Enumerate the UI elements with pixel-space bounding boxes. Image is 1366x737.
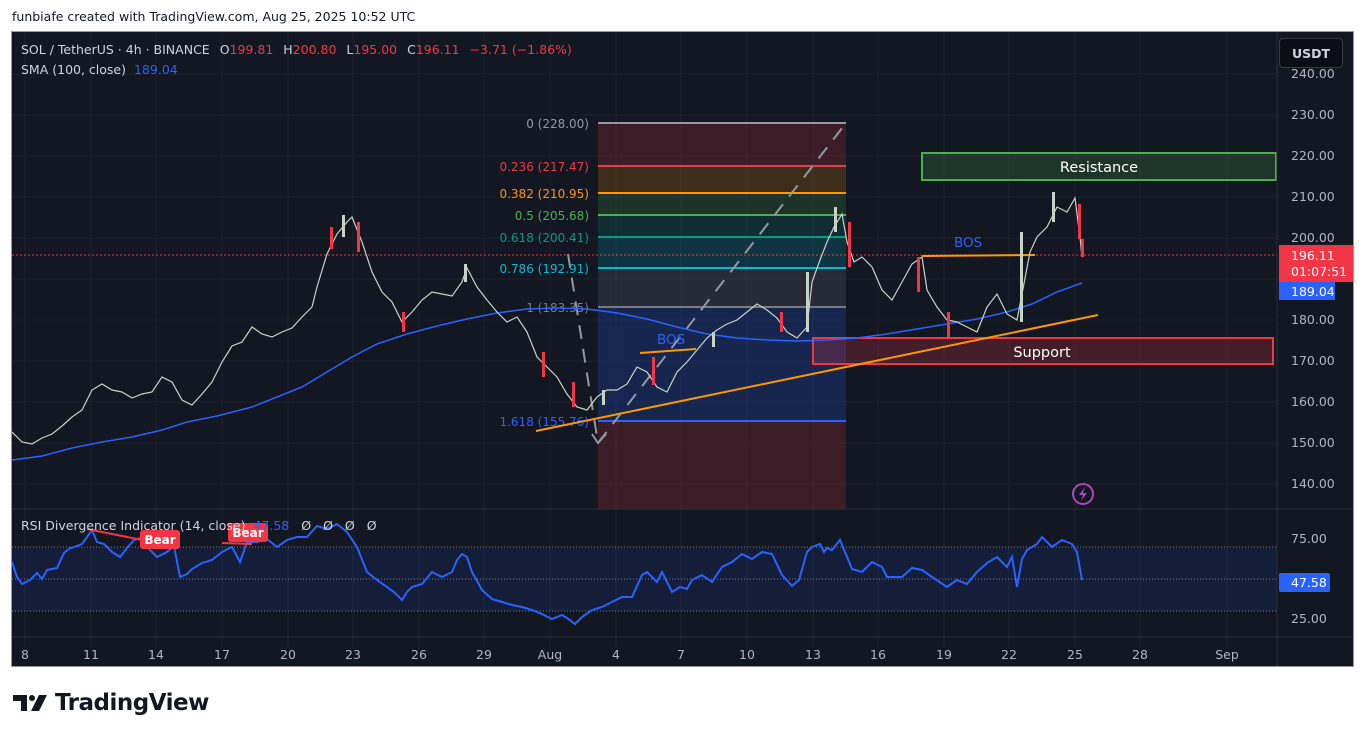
fib-label-05: 0.5 (205.68) <box>515 209 589 223</box>
sma-badge-text: 189.04 <box>1291 284 1335 299</box>
time-tick: 13 <box>805 647 821 662</box>
bos-label-1: BOS <box>657 332 685 348</box>
fib-label-0: 0 (228.00) <box>526 117 589 131</box>
fibonacci-retracement[interactable]: 0 (228.00) 0.236 (217.47) 0.382 (210.95)… <box>499 117 847 509</box>
fib-label-0786: 0.786 (192.91) <box>499 262 589 276</box>
time-tick: 10 <box>739 647 755 662</box>
last-price-badge <box>1279 245 1353 282</box>
tradingview-logo[interactable]: TradingView <box>13 690 209 716</box>
bos-line-1[interactable] <box>639 348 697 354</box>
open-label: O <box>219 42 230 57</box>
bear-badge-2 <box>228 523 268 542</box>
price-tick: 200.00 <box>1291 230 1335 245</box>
rsi-na-1: Ø <box>301 518 312 533</box>
time-tick: 16 <box>870 647 886 662</box>
fib-label-0236: 0.236 (217.47) <box>499 160 589 174</box>
bear-label-1: Bear <box>144 533 175 547</box>
high-value: 200.80 <box>292 42 337 57</box>
time-tick: Sep <box>1215 647 1239 662</box>
grid-horizontal <box>12 73 1277 485</box>
time-tick: Aug <box>538 647 562 662</box>
fib-label-0382: 0.382 (210.95) <box>499 187 589 201</box>
bos-line-2[interactable] <box>921 254 1036 257</box>
change-value: −3.71 (−1.86%) <box>469 42 572 57</box>
tradingview-logo-text: TradingView <box>55 690 209 716</box>
rsi-na-3: Ø <box>344 518 355 533</box>
chart-canvas[interactable]: 0 (228.00) 0.236 (217.47) 0.382 (210.95)… <box>12 32 1354 667</box>
time-tick: 28 <box>1132 647 1148 662</box>
resistance-zone[interactable]: Resistance <box>921 152 1277 181</box>
last-price-text: 196.11 <box>1291 248 1335 263</box>
close-value: 196.11 <box>415 42 460 57</box>
lightning-icon[interactable] <box>1072 483 1094 505</box>
candlesticks <box>330 192 1084 407</box>
bear-label-2: Bear <box>232 526 263 540</box>
price-tick: 150.00 <box>1291 435 1335 450</box>
time-axis[interactable]: 8 11 14 17 20 23 26 29 Aug 4 7 10 13 16 … <box>12 636 1354 662</box>
rsi-line <box>12 522 1083 626</box>
high-label: H <box>283 42 293 57</box>
price-tick: 180.00 <box>1291 312 1335 327</box>
rsi-label[interactable]: RSI Divergence Indicator (14, close) <box>21 518 246 533</box>
countdown-text: 01:07:51 <box>1291 264 1347 279</box>
support-trendline[interactable] <box>535 314 1099 432</box>
low-label: L <box>346 42 354 57</box>
time-tick: 17 <box>214 647 230 662</box>
fib-label-0618: 0.618 (200.41) <box>499 231 589 245</box>
time-tick: 19 <box>936 647 952 662</box>
resistance-label: Resistance <box>1060 160 1138 176</box>
price-tick: 230.00 <box>1291 107 1335 122</box>
sma-label[interactable]: SMA (100, close) <box>21 62 126 77</box>
price-axis[interactable]: 240.00 230.00 220.00 210.00 200.00 180.0… <box>1276 32 1354 667</box>
price-tick: 220.00 <box>1291 148 1335 163</box>
time-tick: 7 <box>677 647 685 662</box>
close-label: C <box>407 42 416 57</box>
low-value: 195.00 <box>353 42 398 57</box>
time-tick: 8 <box>21 647 29 662</box>
attribution-text: funbiafe created with TradingView.com, A… <box>12 9 416 24</box>
support-zone[interactable]: Support <box>812 337 1274 365</box>
sma-price-badge <box>1279 282 1335 300</box>
rsi-tick: 25.00 <box>1291 611 1327 626</box>
price-series <box>12 196 1083 445</box>
time-tick: 23 <box>345 647 361 662</box>
sma-line <box>12 282 1083 461</box>
rsi-badge-text: 47.58 <box>1291 575 1327 590</box>
chart-frame[interactable]: SOL / TetherUS · 4h · BINANCE O199.81 H2… <box>11 31 1354 667</box>
time-tick: 25 <box>1067 647 1083 662</box>
rsi-legend: RSI Divergence Indicator (14, close) 47.… <box>21 518 377 533</box>
time-tick: 26 <box>411 647 427 662</box>
rsi-value: 47.58 <box>253 518 290 533</box>
price-tick: 210.00 <box>1291 189 1335 204</box>
rsi-tick: 75.00 <box>1291 531 1327 546</box>
rsi-pane: Bear Bear <box>12 522 1277 626</box>
rsi-na-2: Ø <box>323 518 333 533</box>
open-value: 199.81 <box>229 42 274 57</box>
time-tick: 11 <box>83 647 99 662</box>
support-label: Support <box>1013 345 1071 361</box>
rsi-na-4: Ø <box>366 518 377 533</box>
time-tick: 14 <box>148 647 164 662</box>
rsi-value-badge <box>1279 573 1330 592</box>
price-tick: 140.00 <box>1291 476 1335 491</box>
time-tick: 20 <box>280 647 296 662</box>
price-tick: 160.00 <box>1291 394 1335 409</box>
currency-button[interactable]: USDT <box>1279 38 1343 68</box>
tradingview-logo-icon <box>13 695 47 711</box>
chart-legend: SOL / TetherUS · 4h · BINANCE O199.81 H2… <box>21 40 572 80</box>
sma-row: SMA (100, close) 189.04 <box>21 60 572 80</box>
bear-badge-1 <box>140 530 180 549</box>
time-tick: 4 <box>612 647 620 662</box>
time-tick: 29 <box>476 647 492 662</box>
sma-value: 189.04 <box>133 62 178 77</box>
bos-label-2: BOS <box>954 235 982 251</box>
symbol-ohlc-row: SOL / TetherUS · 4h · BINANCE O199.81 H2… <box>21 40 572 60</box>
price-tick: 240.00 <box>1291 66 1335 81</box>
symbol-label[interactable]: SOL / TetherUS · 4h · BINANCE <box>21 42 210 57</box>
price-tick: 170.00 <box>1291 353 1335 368</box>
time-tick: 22 <box>1001 647 1017 662</box>
